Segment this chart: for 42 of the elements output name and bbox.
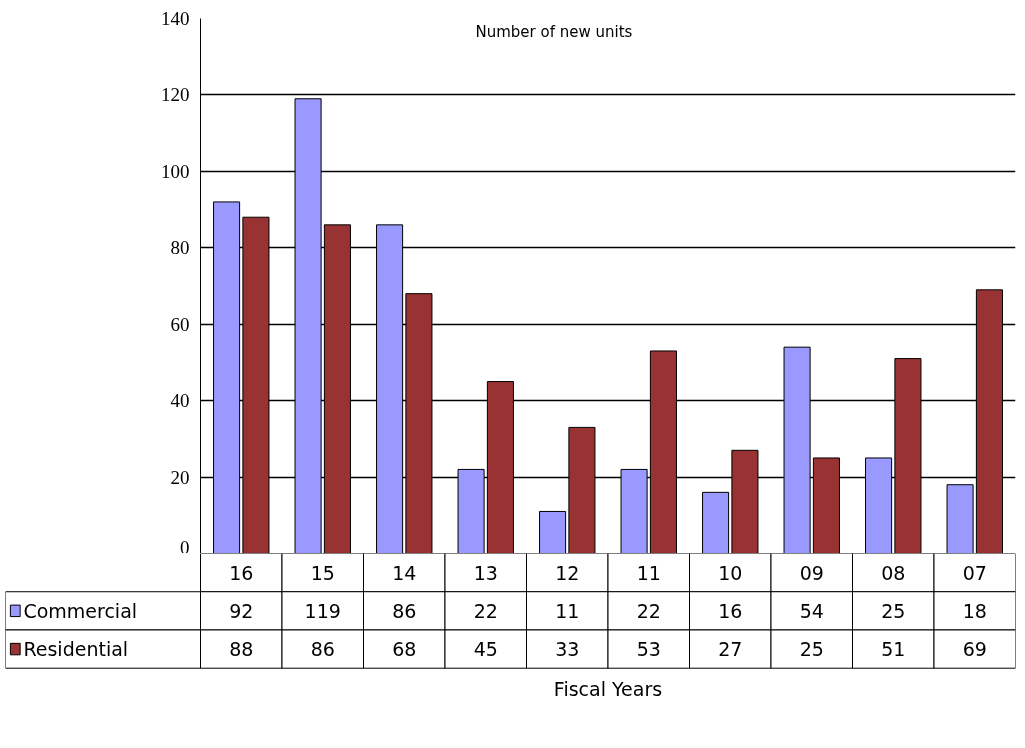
x-tick-label: 09 [799, 561, 824, 584]
data-label: 68 [392, 638, 417, 661]
data-label: 11 [555, 599, 580, 622]
legend-label: Residential [23, 638, 129, 661]
data-label: 16 [718, 599, 743, 622]
data-label: 53 [636, 638, 661, 661]
data-label: 22 [636, 599, 661, 622]
data-label: 86 [310, 638, 335, 661]
x-tick-label: 07 [962, 561, 987, 584]
data-label: 18 [962, 599, 987, 622]
y-tick-label: 80 [170, 237, 190, 259]
data-label: 51 [881, 638, 906, 661]
data-label: 119 [304, 599, 341, 622]
data-label: 33 [555, 638, 580, 661]
x-tick-label: 15 [310, 561, 335, 584]
data-label: 25 [799, 638, 824, 661]
x-tick-label: 10 [718, 561, 743, 584]
x-tick-label: 16 [229, 561, 254, 584]
y-tick-label: 120 [161, 84, 190, 106]
x-tick-label: 12 [555, 561, 580, 584]
data-label: 86 [392, 599, 417, 622]
x-tick-label: 11 [636, 561, 661, 584]
data-label: 27 [718, 638, 743, 661]
data-label: 54 [799, 599, 824, 622]
data-label: 92 [229, 599, 254, 622]
data-label: 69 [962, 638, 987, 661]
y-tick-label: 100 [161, 160, 190, 182]
x-axis-title: Fiscal Years [553, 678, 663, 701]
x-tick-label: 13 [473, 561, 498, 584]
y-tick-label: 140 [161, 8, 190, 29]
y-tick-label: 60 [170, 313, 190, 335]
data-label: 25 [881, 599, 906, 622]
data-label: 88 [229, 638, 254, 661]
legend-label: Commercial [23, 599, 138, 622]
y-tick-label: 20 [170, 466, 190, 488]
x-tick-label: 08 [881, 561, 906, 584]
data-label: 45 [473, 638, 498, 661]
y-tick-label: 0 [180, 536, 190, 558]
y-tick-label: 40 [170, 390, 190, 412]
data-label: 22 [473, 599, 498, 622]
x-tick-label: 14 [392, 561, 417, 584]
chart-title: Number of new units [475, 22, 633, 41]
